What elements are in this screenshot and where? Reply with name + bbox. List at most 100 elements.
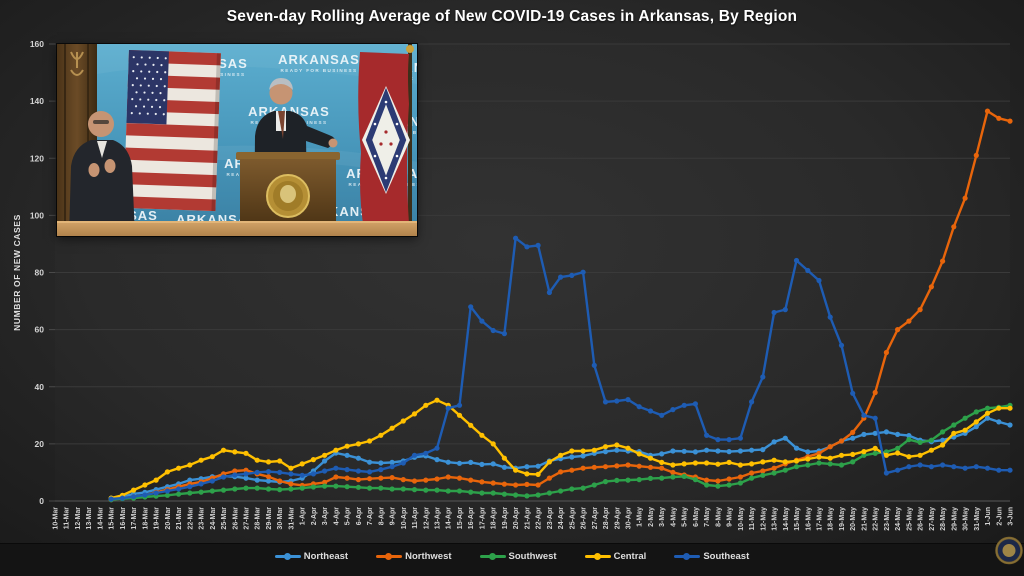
data-point xyxy=(906,454,912,460)
legend-label: Northwest xyxy=(405,551,452,562)
x-tick-label: 21-May xyxy=(861,507,868,531)
x-tick-label: 28-Apr xyxy=(603,507,610,529)
data-point xyxy=(816,460,822,466)
data-point xyxy=(782,467,788,473)
data-point xyxy=(917,307,923,313)
x-tick-label: 28-May xyxy=(940,507,947,531)
data-point xyxy=(850,459,856,465)
x-tick-label: 27-Mar xyxy=(244,507,251,530)
x-tick-label: 4-Apr xyxy=(333,507,340,526)
y-tick-label: 20 xyxy=(35,439,45,449)
arkansas-flag-diamond-border xyxy=(365,87,407,193)
data-point xyxy=(962,465,968,471)
data-point xyxy=(659,475,665,481)
x-tick-label: 3-Apr xyxy=(322,507,329,526)
data-point xyxy=(715,483,721,489)
data-point xyxy=(378,485,384,491)
data-point xyxy=(580,453,586,459)
x-tick-label: 10-Mar xyxy=(53,507,60,530)
data-point xyxy=(636,404,642,410)
x-tick-label: 15-Mar xyxy=(109,507,116,530)
page-title: Seven-day Rolling Average of New COVID-1… xyxy=(226,8,798,25)
x-tick-label: 21-Mar xyxy=(176,507,183,530)
data-point xyxy=(838,342,845,348)
data-point xyxy=(872,415,878,421)
data-point xyxy=(793,257,800,264)
data-point xyxy=(535,463,541,469)
data-point xyxy=(928,437,935,443)
data-point xyxy=(265,459,272,465)
data-point xyxy=(535,492,541,498)
x-tick-label: 1-Apr xyxy=(300,507,307,526)
data-point xyxy=(277,458,283,464)
legend-marker xyxy=(674,552,701,561)
data-point xyxy=(164,488,170,494)
x-tick-label: 29-Apr xyxy=(614,507,621,529)
x-tick-label: 13-Apr xyxy=(435,507,442,529)
data-point xyxy=(209,488,215,494)
data-point xyxy=(277,478,283,484)
data-point xyxy=(827,444,833,450)
data-point xyxy=(951,422,957,428)
data-point xyxy=(659,412,665,418)
data-point xyxy=(176,465,182,471)
data-point xyxy=(434,476,440,482)
x-tick-label: 23-Mar xyxy=(199,507,206,530)
data-point xyxy=(602,449,609,455)
x-tick-label: 5-Apr xyxy=(345,507,352,526)
data-point xyxy=(187,490,193,496)
data-point xyxy=(389,459,395,465)
x-tick-label: 19-Mar xyxy=(154,507,161,530)
data-point xyxy=(445,459,451,465)
y-tick-label: 80 xyxy=(35,268,45,278)
x-tick-label: 31-May xyxy=(974,507,981,531)
data-point xyxy=(906,433,912,439)
data-point xyxy=(479,461,485,467)
data-point xyxy=(389,486,395,492)
data-point xyxy=(737,435,744,441)
data-point xyxy=(984,108,991,114)
data-point xyxy=(861,449,867,455)
data-point xyxy=(490,461,496,467)
data-point xyxy=(614,477,620,483)
data-point xyxy=(434,445,440,451)
data-point xyxy=(647,455,654,461)
data-point xyxy=(333,447,339,453)
data-point xyxy=(636,477,642,483)
x-tick-label: 6-Apr xyxy=(356,507,363,526)
series-central xyxy=(108,397,1013,501)
data-point xyxy=(760,472,766,478)
data-point xyxy=(558,452,564,458)
data-point xyxy=(760,374,766,380)
data-point xyxy=(423,477,429,483)
data-point xyxy=(479,432,485,438)
data-point xyxy=(243,450,249,456)
data-point xyxy=(962,427,968,433)
x-tick-label: 7-May xyxy=(704,507,711,527)
x-tick-label: 18-Apr xyxy=(491,507,498,529)
x-tick-label: 16-Apr xyxy=(468,507,475,529)
us-flag-shadow xyxy=(211,53,221,212)
x-tick-label: 26-Mar xyxy=(232,507,239,530)
data-point xyxy=(456,475,463,481)
data-point xyxy=(378,475,384,481)
legend-label: Northeast xyxy=(303,551,349,562)
data-point xyxy=(737,474,744,480)
data-point xyxy=(883,470,890,476)
data-point xyxy=(749,461,755,467)
x-tick-label: 3-Jun xyxy=(1008,507,1015,526)
data-point xyxy=(445,405,451,411)
us-flag-stars xyxy=(130,56,167,116)
data-point xyxy=(850,435,856,441)
data-point xyxy=(299,472,305,478)
legend-item-southeast: Southeast xyxy=(674,551,749,562)
data-point xyxy=(940,258,946,264)
data-point xyxy=(850,451,856,457)
data-point xyxy=(254,457,260,463)
data-point xyxy=(872,389,878,396)
data-point xyxy=(254,469,260,475)
data-point xyxy=(962,415,968,421)
data-point xyxy=(355,455,361,461)
data-point xyxy=(513,467,519,473)
